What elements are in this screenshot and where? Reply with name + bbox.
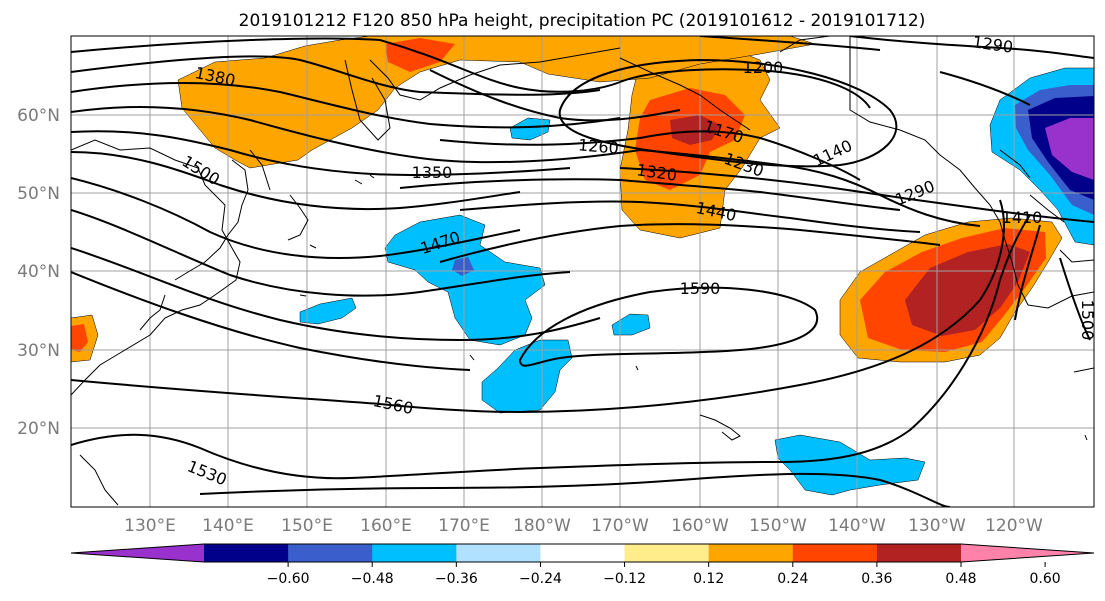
colorbar-extend-min: [71, 544, 204, 562]
lat-tick-label: 30°N: [17, 341, 60, 361]
lon-tick-label: 150°W: [749, 516, 807, 536]
longitude-labels: 130°E 140°E 150°E 160°E 170°E 180°W 170°…: [124, 516, 1043, 536]
negative-region-small-west: [299, 297, 357, 325]
lat-tick-label: 50°N: [17, 184, 60, 204]
contour-label: 1350: [412, 163, 453, 182]
lon-tick-label: 180°W: [513, 516, 571, 536]
lon-tick-label: 140°E: [202, 516, 254, 536]
contour-label: 1410: [1002, 208, 1043, 227]
negative-region-subtropics: [481, 339, 573, 414]
colorbar-tick-label: 0.48: [945, 571, 976, 587]
negative-region-bering: [509, 117, 551, 141]
colorbar-segment: [456, 544, 541, 562]
positive-region-japan-edge-core: [71, 324, 88, 352]
colorbar-segment: [288, 544, 373, 562]
negative-region-northeast-max: [1045, 118, 1094, 180]
colorbar-tick-label: 0.36: [861, 571, 892, 587]
contour-label: 1500: [1078, 300, 1097, 341]
colorbar-segment: [708, 544, 794, 562]
figure-title: 2019101212 F120 850 hPa height, precipit…: [239, 11, 926, 31]
colorbar-segment: [204, 544, 289, 562]
positive-region-north-pacific: [177, 36, 816, 169]
colorbar: −0.60 −0.48 −0.36 −0.24 −0.12 0.12 0.24 0.36 0.4…: [70, 543, 1095, 587]
colorbar-segment: [624, 544, 710, 562]
lon-tick-label: 140°W: [828, 516, 886, 536]
colorbar-segment: [792, 544, 878, 562]
shaded-fields: [71, 36, 1094, 496]
negative-region-small-east: [611, 313, 651, 336]
colorbar-tick-label: −0.24: [519, 571, 562, 587]
positive-region-aleutians-max: [670, 115, 720, 145]
lon-tick-label: 150°E: [281, 516, 333, 536]
colorbar-tick-label: 0.24: [777, 571, 808, 587]
contour-label: 1200: [743, 58, 784, 77]
colorbar-tick-label: −0.12: [603, 571, 646, 587]
contour-label: 1290: [971, 32, 1014, 56]
lon-tick-label: 160°W: [671, 516, 729, 536]
colorbar-tick-label: 0.12: [693, 571, 724, 587]
height-contours: [71, 36, 1094, 507]
lat-tick-label: 20°N: [17, 419, 60, 439]
lon-tick-label: 130°W: [908, 516, 966, 536]
colorbar-segment: [372, 544, 457, 562]
colorbar-extend-max: [961, 544, 1094, 562]
lon-tick-label: 120°W: [985, 516, 1043, 536]
map-frame: [70, 35, 1095, 508]
colorbar-tick-label: −0.36: [435, 571, 478, 587]
positive-region-west-coast-max: [905, 244, 1030, 336]
lon-tick-label: 130°E: [124, 516, 176, 536]
colorbar-outline: [70, 543, 1095, 563]
lat-tick-label: 40°N: [17, 262, 60, 282]
lon-tick-label: 160°E: [360, 516, 412, 536]
contour-label: 1260: [577, 135, 619, 157]
contour-labels: 1380 1500 1350 1470 1260 1320 1200 1170 …: [179, 32, 1097, 489]
colorbar-tick-label: −0.48: [351, 571, 394, 587]
colorbar-tick-label: −0.60: [267, 571, 310, 587]
colorbar-segment: [540, 544, 626, 562]
gridlines: [71, 36, 1094, 507]
coastlines: [71, 36, 1094, 506]
lon-tick-label: 170°E: [438, 516, 490, 536]
colorbar-segment: [876, 544, 962, 562]
map-area: 1380 1500 1350 1470 1260 1320 1200 1170 …: [71, 32, 1097, 507]
lon-tick-label: 170°W: [591, 516, 649, 536]
latitude-labels: 60°N 50°N 40°N 30°N 20°N: [17, 106, 60, 439]
lat-tick-label: 60°N: [17, 106, 60, 126]
contour-label: 1590: [680, 279, 721, 298]
colorbar-tick-label: 0.60: [1030, 571, 1061, 587]
negative-region-central-pacific: [384, 214, 546, 346]
